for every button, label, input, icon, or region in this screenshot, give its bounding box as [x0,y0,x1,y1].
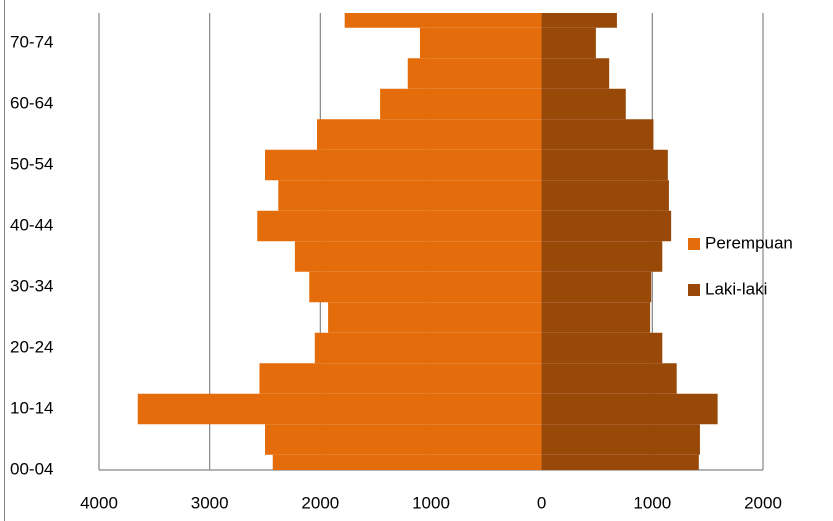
bar [257,210,542,242]
bar [309,271,542,303]
bar [419,27,542,59]
x-tick-label: 3000 [191,493,229,512]
bar [380,88,542,120]
bar [265,149,542,181]
bar [541,424,700,455]
bar [137,393,542,425]
bar [541,332,663,364]
bar [294,241,542,272]
bar [272,454,542,470]
y-tick-label: 00-04 [10,459,53,478]
y-tick-label: 70-74 [10,32,53,51]
x-tick-label: 1000 [633,493,671,512]
legend-label: Laki-laki [705,279,767,298]
y-tick-label: 50-54 [10,154,53,173]
bar [541,180,669,211]
x-tick-label: 2000 [301,493,339,512]
bar [541,13,617,28]
bar [278,180,542,211]
y-tick-label: 10-14 [10,398,53,417]
bar [541,27,596,59]
bar [541,149,668,181]
bar [541,363,677,394]
bar [328,302,542,333]
y-tick-label: 30-34 [10,276,53,295]
legend-label: Perempuan [705,233,793,252]
bar [541,210,672,242]
bar [541,58,610,89]
x-tick-label: 4000 [80,493,118,512]
bar [259,363,542,394]
bar [314,332,542,364]
bar [541,454,699,470]
bar [317,119,542,150]
y-tick-label: 60-64 [10,93,53,112]
bar [541,271,652,303]
bar [541,88,626,120]
bar [407,58,542,89]
y-tick-label: 40-44 [10,215,53,234]
legend-swatch [688,238,700,250]
bar [541,241,663,272]
x-tick-label: 2000 [744,493,782,512]
legend-swatch [688,284,700,296]
bar [541,393,718,425]
x-tick-label: 0 [537,493,546,512]
bar [541,302,651,333]
x-tick-label: 1000 [412,493,450,512]
bar [265,424,542,455]
bar [344,13,542,28]
bar [541,119,654,150]
y-tick-label: 20-24 [10,337,53,356]
